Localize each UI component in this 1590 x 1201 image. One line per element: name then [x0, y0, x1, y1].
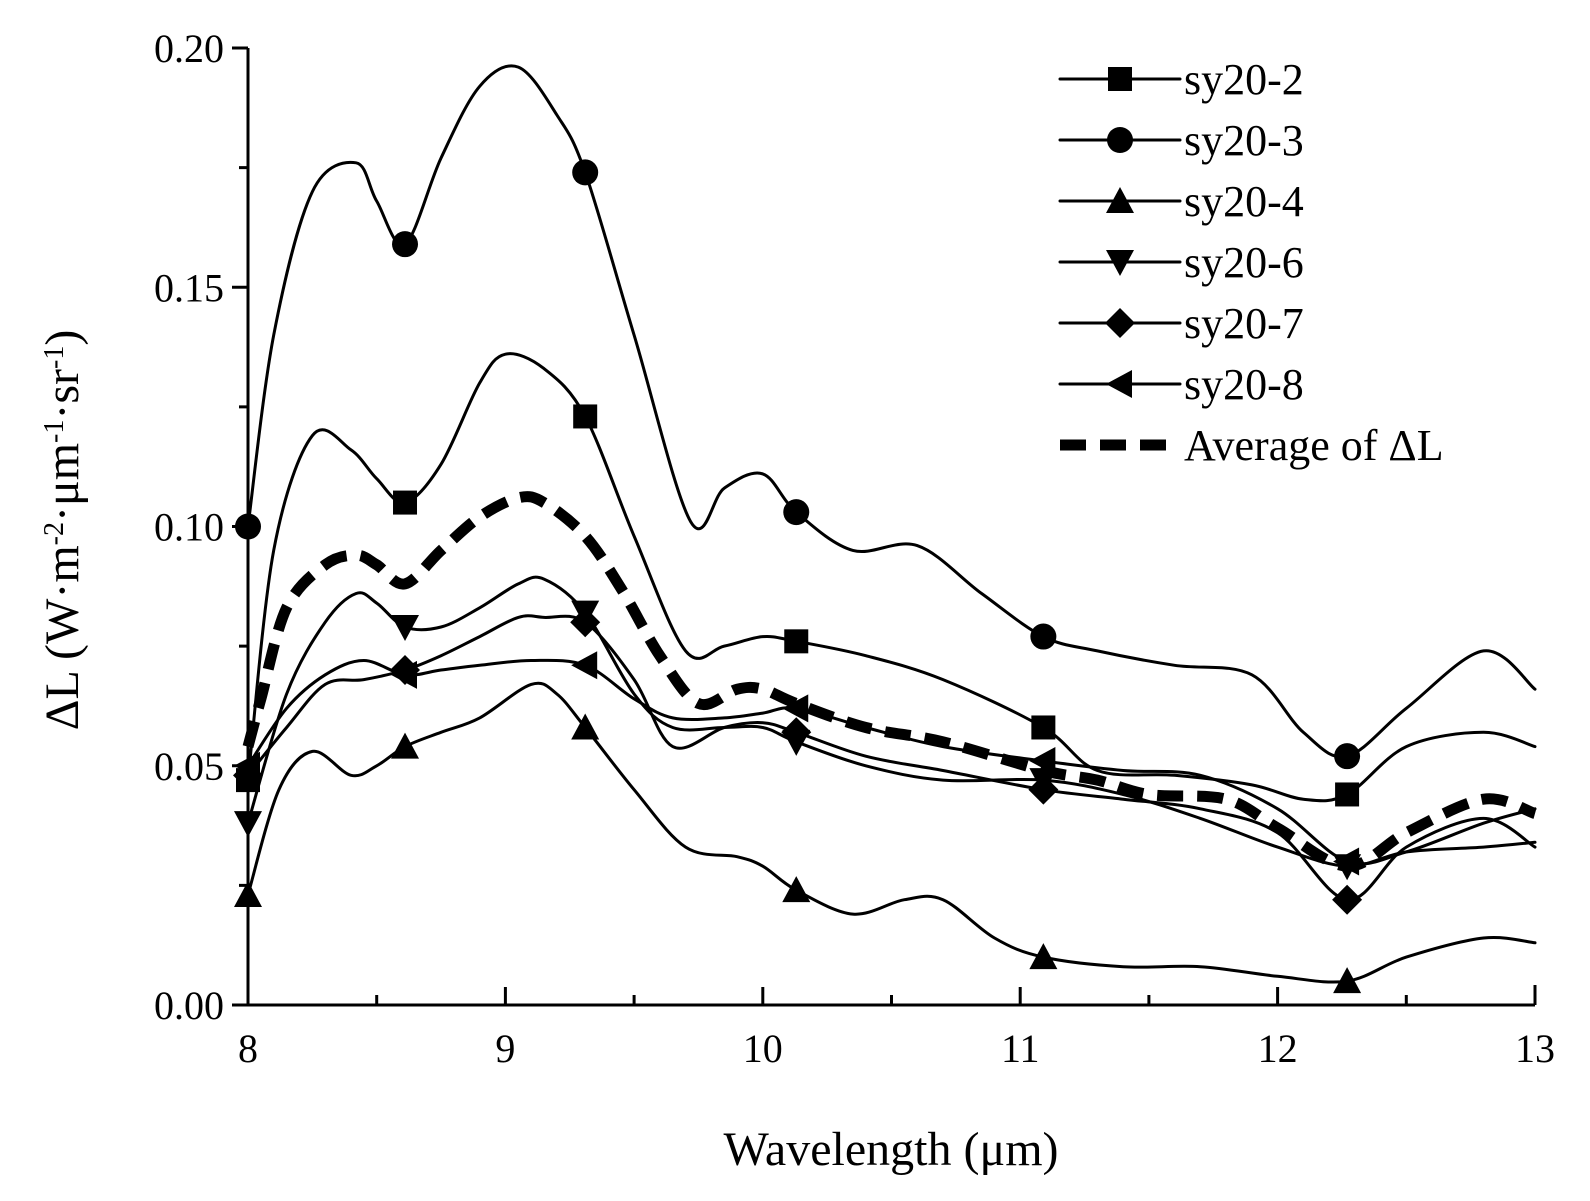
triangle-up-marker: [1029, 943, 1058, 970]
legend-item: sy20-2: [1058, 55, 1304, 104]
circle-marker: [783, 499, 810, 526]
legend-label: sy20-3: [1184, 116, 1304, 165]
legend-label: sy20-4: [1184, 177, 1304, 226]
diamond-marker: [570, 607, 601, 638]
triangle-left-marker: [782, 694, 809, 723]
legend-diamond-marker: [1105, 308, 1135, 338]
y-axis-title-part: ΔL (W·m: [36, 545, 89, 730]
triangle-up-marker: [1333, 967, 1362, 994]
legend-item: sy20-3: [1058, 116, 1304, 165]
circle-marker: [235, 513, 261, 540]
triangle-down-marker: [234, 811, 262, 838]
legend-square-marker: [1108, 67, 1132, 91]
x-tick-label: 12: [1258, 1026, 1298, 1071]
series-layer: [233, 64, 1537, 994]
legend-triangle-down-marker: [1106, 250, 1134, 276]
y-axis-title-exponent: -1: [39, 420, 70, 443]
legend-label: sy20-8: [1184, 360, 1304, 409]
diamond-marker: [1332, 884, 1363, 915]
y-axis-title-part: ·μm: [36, 443, 89, 522]
x-tick-label: 8: [238, 1026, 258, 1071]
series-sy20-4: [234, 681, 1537, 994]
legend-triangle-left-marker: [1106, 370, 1132, 398]
series-sy20-3-line: [246, 64, 1537, 759]
x-tick-label: 9: [495, 1026, 515, 1071]
ticks: 8 9 10 11 12 13 0.00 0.05 0.10 0.15 0.20: [154, 26, 1555, 1071]
triangle-up-marker: [391, 732, 420, 759]
y-axis-title-exponent: -1: [39, 346, 70, 369]
x-tick-label: 11: [1001, 1026, 1040, 1071]
triangle-up-marker: [234, 880, 262, 907]
diamond-marker: [781, 717, 812, 748]
circle-marker: [1334, 743, 1361, 770]
legend-label: sy20-2: [1184, 55, 1304, 104]
triangle-left-marker: [391, 660, 418, 689]
legend-circle-marker: [1107, 127, 1133, 153]
y-tick-label: 0.00: [154, 983, 224, 1028]
y-tick-label: 0.05: [154, 744, 224, 789]
square-marker: [393, 490, 418, 515]
series-average-of-l-line: [242, 491, 1537, 872]
series-sy20-6-line: [246, 575, 1537, 868]
x-axis-title: Wavelength (μm): [723, 1123, 1058, 1176]
y-tick-label: 0.20: [154, 26, 224, 71]
triangle-left-marker: [571, 651, 598, 680]
triangle-up-marker: [571, 713, 600, 740]
series-sy20-2-line: [246, 352, 1537, 803]
y-axis-title: ΔL (W·m-2·μm-1·sr-1): [36, 330, 89, 731]
legend-item: sy20-8: [1058, 360, 1304, 409]
x-tick-label: 13: [1515, 1026, 1555, 1071]
square-marker: [1335, 782, 1360, 807]
legend-label: Average of ΔL: [1184, 421, 1444, 470]
square-marker: [784, 629, 809, 654]
circle-marker: [392, 231, 419, 258]
legend-label: sy20-6: [1184, 238, 1304, 287]
circle-marker: [572, 159, 599, 186]
y-tick-label: 0.10: [154, 505, 224, 550]
legend-item: Average of ΔL: [1060, 421, 1444, 470]
square-marker: [1031, 715, 1056, 740]
y-axis-title-part: ): [36, 330, 89, 346]
square-marker: [573, 404, 598, 429]
legend-item: sy20-7: [1058, 299, 1304, 348]
series-sy20-3: [235, 64, 1537, 770]
series-sy20-6: [234, 575, 1537, 881]
legend-item: sy20-6: [1058, 238, 1304, 287]
triangle-down-marker: [391, 614, 420, 641]
series-sy20-4-line: [246, 681, 1537, 984]
triangle-up-marker: [782, 876, 811, 903]
x-tick-label: 10: [743, 1026, 783, 1071]
y-tick-label: 0.15: [154, 265, 224, 310]
legend-triangle-up-marker: [1106, 187, 1134, 213]
y-axis-title-part: ·sr: [36, 369, 89, 420]
triangle-left-marker: [234, 751, 260, 780]
diamond-marker: [1028, 774, 1059, 805]
legend: sy20-2 sy20-3 sy20-4 sy20-6 sy20-7 sy20-8 Aver…: [1058, 55, 1444, 470]
legend-label: sy20-7: [1184, 299, 1304, 348]
y-axis-title-exponent: -2: [39, 522, 70, 545]
circle-marker: [1030, 623, 1057, 650]
series-average-of-l: [242, 491, 1537, 872]
legend-item: sy20-4: [1058, 177, 1304, 226]
